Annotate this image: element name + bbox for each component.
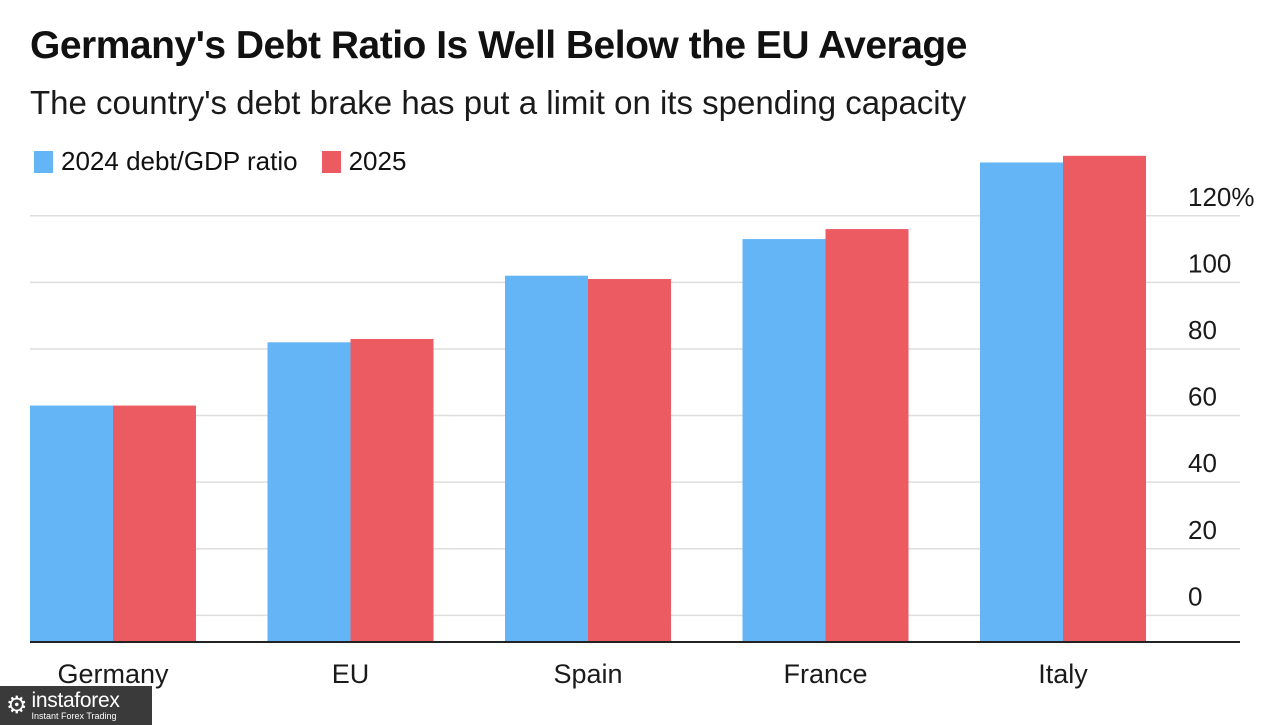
y-tick-label: 100 <box>1188 248 1231 278</box>
y-tick-label: 40 <box>1188 448 1217 478</box>
watermark: ⚙ instaforex Instant Forex Trading <box>0 686 152 725</box>
watermark-tagline: Instant Forex Trading <box>31 711 117 721</box>
bar-2025-eu <box>350 338 434 642</box>
bar-2024-germany <box>30 405 113 642</box>
x-category-label: EU <box>332 659 370 689</box>
bar-2025-france <box>825 229 909 642</box>
y-tick-label: 0 <box>1188 581 1202 611</box>
watermark-brand: instaforex <box>31 689 120 712</box>
y-tick-label: 80 <box>1188 315 1217 345</box>
legend-item-2024: 2024 debt/GDP ratio <box>34 146 298 177</box>
y-tick-label: 20 <box>1188 515 1217 545</box>
chart-subtitle: The country's debt brake has put a limit… <box>30 84 967 121</box>
legend-item-2025: 2025 <box>321 146 407 177</box>
bar-2024-eu <box>267 342 351 642</box>
x-category-label: Germany <box>57 659 169 689</box>
legend-label-2025: 2025 <box>348 146 407 176</box>
x-category-label: Spain <box>553 659 622 689</box>
legend-swatch-2024 <box>34 150 53 173</box>
bar-2025-germany <box>113 405 196 642</box>
x-category-label: Italy <box>1038 659 1088 689</box>
bar-2025-spain <box>588 279 671 642</box>
bar-2024-spain <box>505 275 588 642</box>
chart-title: Germany's Debt Ratio Is Well Below the E… <box>30 24 967 67</box>
legend-swatch-2025 <box>321 150 341 173</box>
y-tick-label: 60 <box>1188 382 1217 412</box>
bar-2024-italy <box>980 162 1063 643</box>
bar-2025-italy <box>1063 155 1146 642</box>
bar-2024-france <box>742 239 826 642</box>
y-tick-label: 120% <box>1188 182 1255 212</box>
instaforex-logo-icon: ⚙ <box>6 691 28 719</box>
legend-label-2024: 2024 debt/GDP ratio <box>61 146 298 176</box>
x-category-label: France <box>783 659 867 689</box>
legend: 2024 debt/GDP ratio 2025 <box>34 146 420 177</box>
